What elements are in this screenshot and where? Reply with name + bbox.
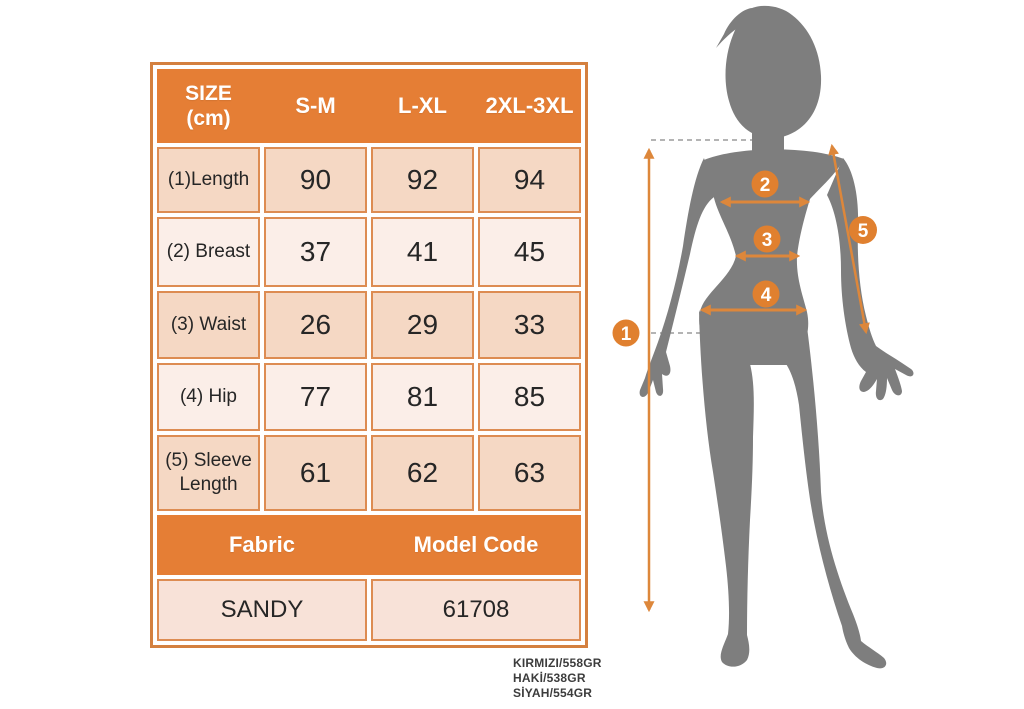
row-label-waist: (3) Waist [157,291,260,359]
value-hip-l-xl: 81 [371,363,474,431]
value-breast-s-m: 37 [264,217,367,287]
value-waist-l-xl: 29 [371,291,474,359]
value-sleeve-s-m: 61 [264,435,367,511]
column-header-2xl-3xl: 2XL-3XL [485,93,574,118]
value-waist-s-m: 26 [264,291,367,359]
fabric-header: Fabric [228,532,296,557]
marker-label-5: 5 [858,221,869,242]
marker-badges: 1 2 3 4 5 [612,170,877,347]
color-weight-list: KIRMIZI/558GR HAKİ/538GR SİYAH/554GR [513,656,602,701]
value-length-s-m: 90 [264,147,367,213]
marker-circle-5 [849,216,877,244]
silhouette-left-leg [699,310,754,667]
silhouette-neck [752,88,784,156]
body-measurement-diagram: 1 2 3 4 5 [612,5,914,669]
marker-label-4: 4 [761,285,772,306]
row-label-breast: (2) Breast [157,217,260,287]
sleeve-arrow [828,143,870,335]
value-waist-2xl-3xl: 33 [478,291,581,359]
value-hip-s-m: 77 [264,363,367,431]
row-label-sleeve-length: (5) Sleeve Length [157,435,260,511]
table-header-row: SIZE (cm) S-M L-XL 2XL-3XL [157,69,581,143]
size-chart-table: SIZE (cm) S-M L-XL 2XL-3XL (1)Length 90 … [150,62,588,648]
size-cm-header: SIZE (cm) [185,81,232,130]
marker-circle-4 [752,280,780,308]
silhouette-hair-tuft [716,8,752,48]
marker-circle-3 [753,225,781,253]
model-code-header: Model Code [413,532,539,557]
value-length-2xl-3xl: 94 [478,147,581,213]
value-length-l-xl: 92 [371,147,474,213]
marker-circle-1 [612,319,640,347]
measurement-arrows [643,143,870,613]
color-weight-haki: HAKİ/538GR [513,671,586,685]
marker-label-3: 3 [762,230,773,251]
female-silhouette [639,5,914,669]
color-weight-kirmizi: KIRMIZI/558GR [513,656,602,670]
marker-label-2: 2 [760,175,771,196]
value-sleeve-2xl-3xl: 63 [478,435,581,511]
row-label-hip: (4) Hip [157,363,260,431]
color-weight-siyah: SİYAH/554GR [513,686,593,700]
fabric-value: SANDY [157,579,367,641]
row-label-length: (1)Length [157,147,260,213]
value-sleeve-l-xl: 62 [371,435,474,511]
value-hip-2xl-3xl: 85 [478,363,581,431]
silhouette-left-arm [639,158,714,397]
marker-circle-2 [751,170,779,198]
silhouette-right-leg [784,312,887,669]
model-code-value: 61708 [371,579,581,641]
table-footer-header-row: Fabric Model Code [157,515,581,575]
value-breast-2xl-3xl: 45 [478,217,581,287]
value-breast-l-xl: 41 [371,217,474,287]
column-header-s-m: S-M [295,93,336,118]
marker-label-1: 1 [621,324,632,345]
column-header-l-xl: L-XL [398,93,447,118]
silhouette-hair [725,5,822,139]
